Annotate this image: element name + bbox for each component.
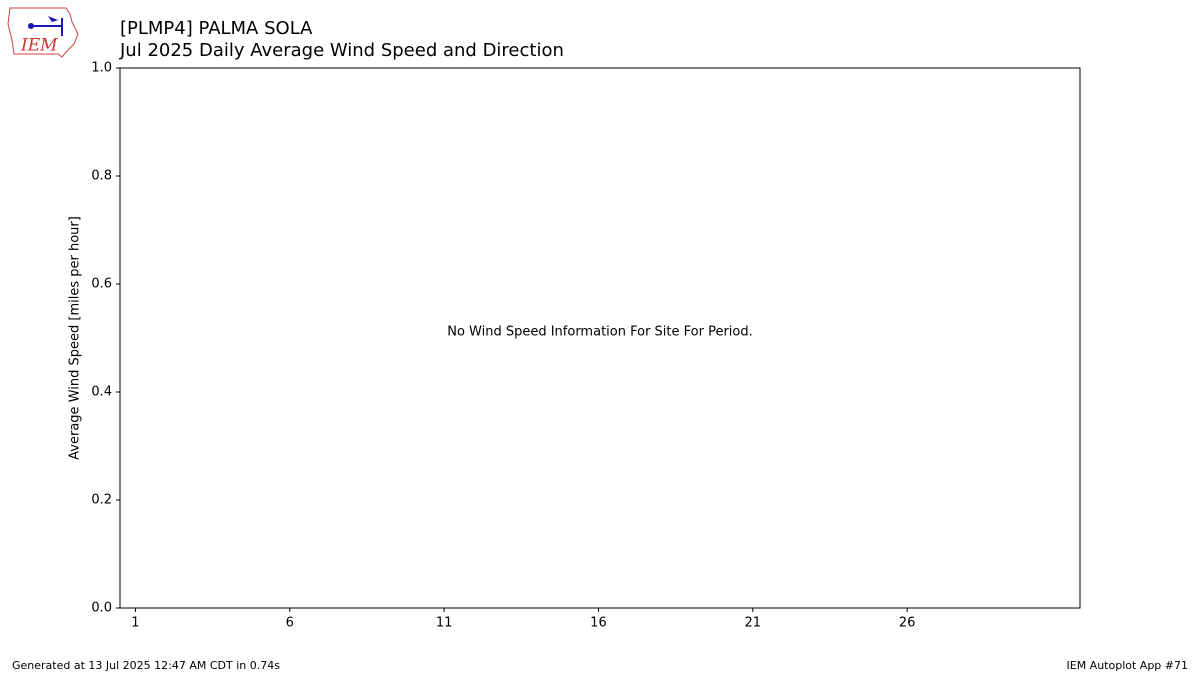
x-tick-label: 26 — [899, 616, 916, 631]
x-tick-label: 21 — [745, 616, 762, 631]
y-tick-label: 0.4 — [91, 385, 112, 400]
footer-left: Generated at 13 Jul 2025 12:47 AM CDT in… — [12, 659, 280, 672]
annotation: No Wind Speed Information For Site For P… — [447, 325, 753, 340]
x-tick-label: 16 — [590, 616, 607, 631]
plot-frame — [119, 67, 1081, 609]
chart-subtitle: Jul 2025 Daily Average Wind Speed and Di… — [119, 40, 564, 61]
y-tick-label: 0.0 — [91, 601, 112, 616]
chart-title: [PLMP4] PALMA SOLA — [120, 18, 313, 39]
y-tick-label: 1.0 — [91, 61, 112, 76]
y-tick-label: 0.8 — [91, 169, 112, 184]
y-tick-label: 0.6 — [91, 277, 112, 292]
x-tick-label: 6 — [286, 616, 294, 631]
footer-right: IEM Autoplot App #71 — [1067, 659, 1189, 672]
y-tick-label: 0.2 — [91, 493, 112, 508]
x-tick-label: 1 — [131, 616, 139, 631]
x-tick-label: 11 — [436, 616, 453, 631]
logo: IEM — [7, 7, 79, 58]
y-axis-label: Average Wind Speed [miles per hour] — [68, 216, 83, 460]
logo-text: IEM — [20, 36, 58, 56]
